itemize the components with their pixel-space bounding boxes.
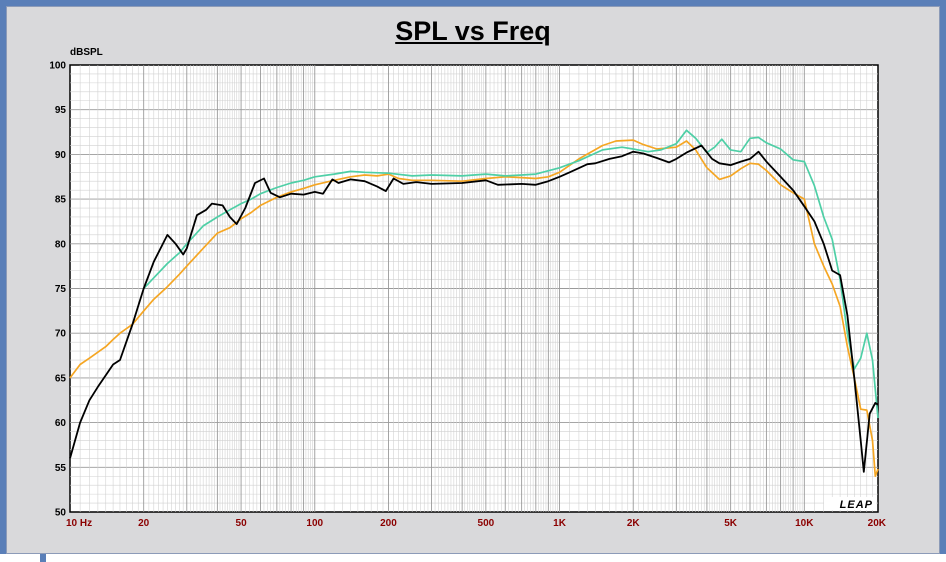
y-tick-label: 60 — [55, 418, 67, 429]
x-tick-label: 100 — [306, 518, 323, 529]
y-tick-label: 100 — [49, 61, 66, 72]
series-line-1 — [69, 144, 879, 473]
series-group — [69, 129, 879, 478]
y-tick-labels: 50 55 60 65 70 75 80 85 90 95 100 — [49, 61, 66, 519]
x-tick-label: 10K — [795, 518, 814, 529]
y-tick-label: 55 — [55, 463, 67, 474]
logo-box — [824, 497, 876, 510]
x-tick-label: 200 — [380, 518, 397, 529]
x-tick-label: 50 — [236, 518, 248, 529]
x-tick-label: 10 Hz — [66, 518, 92, 529]
x-tick-label: 500 — [478, 518, 495, 529]
y-tick-label: 95 — [55, 105, 67, 116]
x-tick-label: 20K — [868, 518, 887, 529]
series-line-2 — [69, 139, 879, 478]
y-tick-label: 50 — [55, 508, 67, 519]
y-tick-label: 80 — [55, 239, 67, 250]
y-tick-label: 65 — [55, 373, 67, 384]
series-line-3 — [143, 129, 879, 419]
x-tick-labels: 10 Hz 20 50 100 200 500 1K 2K 5K 10K 20K — [66, 518, 887, 529]
y-tick-label: 70 — [55, 329, 67, 340]
bottom-strip — [0, 554, 946, 562]
y-tick-label: 85 — [55, 195, 67, 206]
y-axis-label: dBSPL — [70, 47, 103, 58]
x-tick-label: 2K — [627, 518, 641, 529]
x-tick-label: 5K — [724, 518, 738, 529]
x-tick-label: 1K — [553, 518, 567, 529]
grid-lines — [70, 65, 878, 512]
y-tick-label: 90 — [55, 150, 67, 161]
y-tick-label: 75 — [55, 284, 67, 295]
bottom-strip-marker — [40, 554, 46, 562]
logo-text: LEAP — [840, 499, 873, 511]
leap-logo: LEAP — [824, 497, 876, 511]
x-tick-label: 20 — [138, 518, 150, 529]
chart-title: SPL vs Freq — [395, 16, 551, 46]
